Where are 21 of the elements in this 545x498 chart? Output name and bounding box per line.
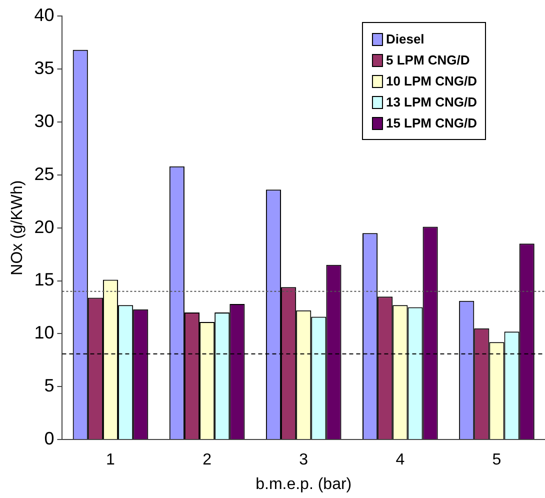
x-tick-label: 5 [492,452,502,469]
y-tick-label: 20 [34,216,54,237]
x-tick-label: 4 [396,452,405,469]
y-tick-label: 15 [34,270,54,290]
y-tick-label: 10 [34,322,54,343]
y-tick-label: 25 [34,164,54,184]
x-tick-label: 2 [202,452,212,469]
legend-label: 15 LPM CNG/D [386,116,478,131]
y-tick-label: 30 [34,110,54,131]
y-tick-label: 0 [44,428,54,449]
legend-label: 10 LPM CNG/D [386,74,478,89]
y-axis-title: NOx (g/KWh) [9,180,26,276]
x-tick-label: 3 [299,452,308,469]
x-tick-label: 1 [106,452,116,469]
legend-label: Diesel [386,32,424,47]
legend-label: 13 LPM CNG/D [386,94,478,110]
y-tick-label: 35 [34,58,54,78]
x-axis-title: b.m.e.p. (bar) [256,476,352,493]
y-tick-label: 5 [44,376,54,396]
y-tick-label: 40 [34,4,54,25]
legend-label: 5 LPM CNG/D [386,52,470,68]
